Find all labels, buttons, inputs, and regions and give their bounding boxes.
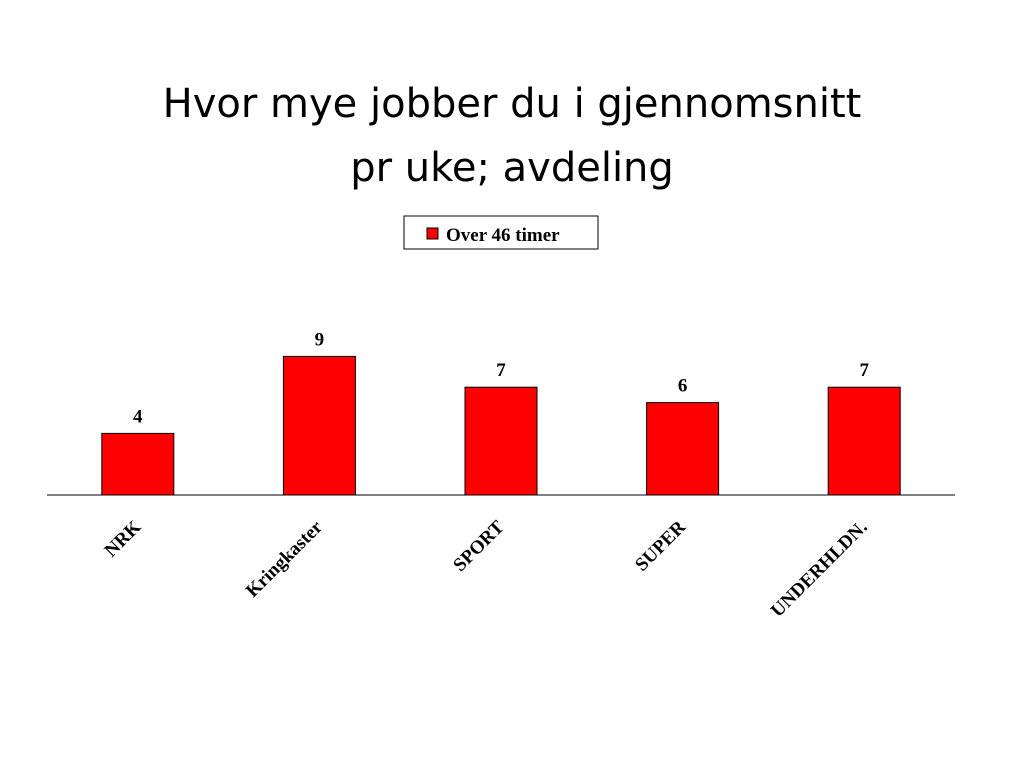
data-label: 6 xyxy=(678,376,688,397)
tick-label: NRK xyxy=(101,517,146,562)
tick-labels-group: NRK Kringkaster SPORT SUPER UNDERHLDN. xyxy=(101,516,872,621)
legend: Over 46 timer xyxy=(403,215,599,250)
bar-kringkaster xyxy=(282,355,356,496)
slide-title-line-2: pr uke; avdeling xyxy=(350,145,674,191)
slide-title: Hvor mye jobber du i gjennomsnitt pr uke… xyxy=(0,72,1024,200)
tick-label: SUPER xyxy=(631,516,690,575)
tick-label: UNDERHLDN. xyxy=(767,517,872,622)
slide-title-line-1: Hvor mye jobber du i gjennomsnitt xyxy=(162,81,862,127)
bar-sport xyxy=(464,386,538,496)
tick-label: Kringkaster xyxy=(242,516,327,601)
bars-group xyxy=(101,355,901,496)
data-label: 7 xyxy=(496,360,506,381)
legend-swatch xyxy=(426,227,439,240)
bar-super xyxy=(646,402,720,496)
tick-label: SPORT xyxy=(449,516,508,575)
bar-nrk xyxy=(101,432,175,496)
data-label: 7 xyxy=(859,360,869,381)
data-labels-group: 4 9 7 6 7 xyxy=(133,329,869,427)
bar-underhldn xyxy=(827,386,901,496)
legend-label: Over 46 timer xyxy=(446,225,560,246)
data-label: 9 xyxy=(315,329,325,350)
data-label: 4 xyxy=(133,406,143,427)
